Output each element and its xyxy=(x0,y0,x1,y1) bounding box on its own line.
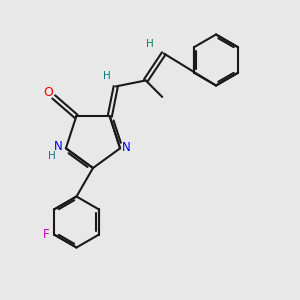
Text: H: H xyxy=(48,151,56,161)
Text: N: N xyxy=(122,141,131,154)
Text: F: F xyxy=(43,228,49,241)
Text: O: O xyxy=(44,86,53,99)
Text: H: H xyxy=(146,39,154,50)
Text: H: H xyxy=(103,71,111,81)
Text: N: N xyxy=(54,140,63,153)
